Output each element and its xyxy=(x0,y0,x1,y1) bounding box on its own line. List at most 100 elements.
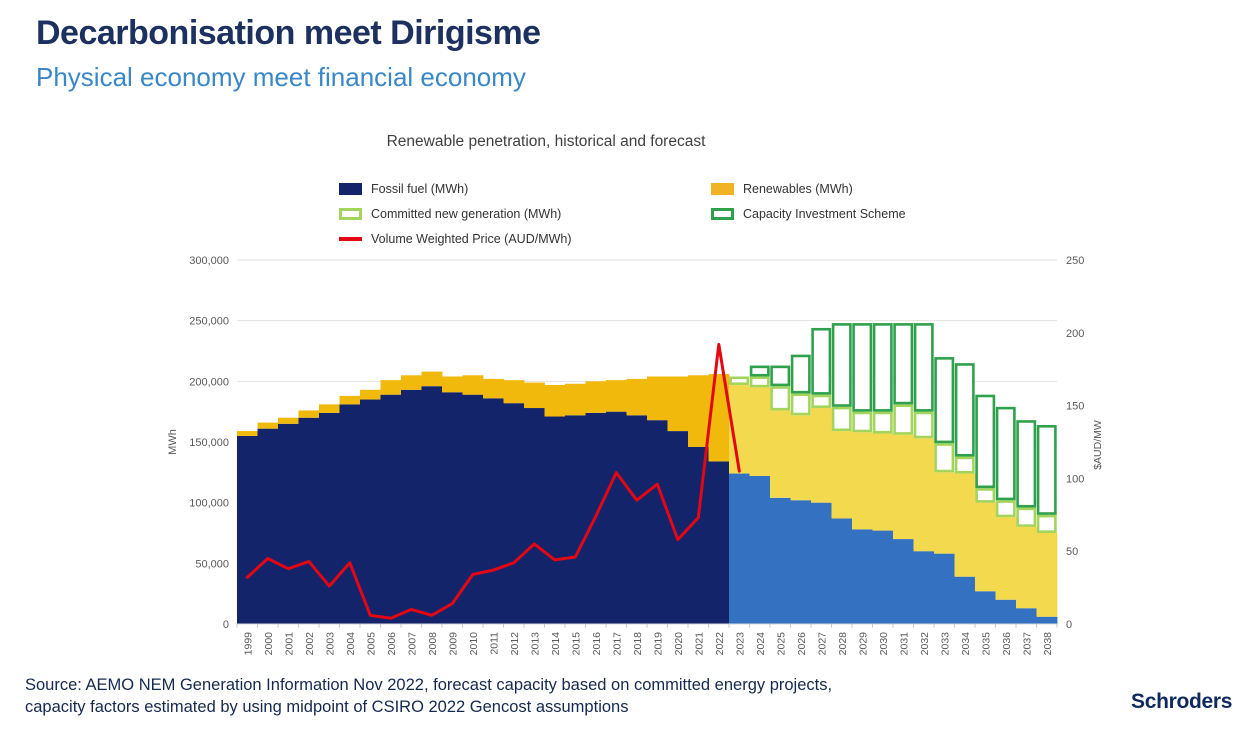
fossil-bar xyxy=(913,551,935,624)
legend-item-price: Volume Weighted Price (AUD/MWh) xyxy=(339,231,572,246)
renewables-bar xyxy=(360,389,381,400)
x-axis-year-label: 2030 xyxy=(878,632,890,656)
renewables-bar xyxy=(503,380,525,404)
fossil-bar xyxy=(278,423,299,624)
x-axis-year-label: 2038 xyxy=(1042,632,1054,656)
renewables-bar xyxy=(729,384,750,474)
capacity-investment-scheme-box xyxy=(790,354,811,394)
price-line xyxy=(245,342,741,620)
left-axis-tick-label: 150,000 xyxy=(189,437,229,449)
capacity-investment-scheme-box xyxy=(831,323,852,407)
x-axis-year-label: 2035 xyxy=(980,632,992,656)
fossil-bar xyxy=(626,415,648,624)
renewables-bar xyxy=(462,375,484,395)
fossil-bar xyxy=(790,500,812,624)
fossil-bar xyxy=(831,518,853,624)
renewables-bar xyxy=(237,431,258,436)
stacked-bars xyxy=(237,371,1058,624)
committed-new-generation-box xyxy=(913,411,934,439)
x-axis-year-label: 2029 xyxy=(857,632,869,656)
fossil-bar xyxy=(893,539,914,624)
x-axis-year-label: 2021 xyxy=(693,632,705,656)
left-axis-tick-label: 250,000 xyxy=(189,316,229,328)
capacity-investment-scheme-box xyxy=(852,323,873,412)
x-axis-year-label: 2005 xyxy=(365,632,377,656)
capacity-investment-scheme-box xyxy=(954,363,975,457)
x-axis-year-label: 2025 xyxy=(775,632,787,656)
renewables-bar xyxy=(626,378,648,416)
left-axis-tick-label: 0 xyxy=(223,619,229,631)
fossil-bar xyxy=(688,446,709,624)
x-axis-year-label: 2028 xyxy=(837,632,849,656)
capacity-investment-scheme-box xyxy=(1016,420,1037,508)
committed-boxes xyxy=(729,376,1057,533)
capacity-investment-scheme-box xyxy=(749,365,770,377)
right-axis-tick-label: 250 xyxy=(1066,255,1084,267)
capacity-investment-scheme-box xyxy=(975,394,996,489)
legend-label: Volume Weighted Price (AUD/MWh) xyxy=(371,231,572,246)
cis-swatch-icon xyxy=(711,207,734,220)
x-axis-year-label: 2020 xyxy=(673,632,685,656)
committed-new-generation-box xyxy=(954,456,975,474)
committed-new-generation-box xyxy=(1016,507,1037,527)
fossil-bar xyxy=(811,502,832,624)
x-axis-year-label: 2008 xyxy=(427,632,439,656)
fossil-bar xyxy=(257,428,279,624)
renewables-bar xyxy=(893,434,914,540)
fossil-bar xyxy=(380,394,402,624)
price-line-swatch-icon xyxy=(339,237,362,241)
x-axis-year-label: 2004 xyxy=(345,632,357,656)
right-axis-tick-label: 50 xyxy=(1066,546,1078,558)
volume-weighted-price-line xyxy=(245,342,741,620)
x-axis-year-label: 2012 xyxy=(509,632,521,656)
right-axis-tick-label: 200 xyxy=(1066,328,1084,340)
x-axis-year-label: 2007 xyxy=(406,632,418,656)
x-axis-year-label: 2031 xyxy=(898,632,910,656)
left-axis-tick-label: 50,000 xyxy=(195,558,229,570)
x-axis-year-label: 2001 xyxy=(283,632,295,656)
schroders-logo: Schroders xyxy=(1131,690,1233,713)
x-axis-year-label: 2023 xyxy=(734,632,746,656)
renewables-bar xyxy=(1016,526,1037,609)
x-axis-year-label: 2032 xyxy=(919,632,931,656)
fossil-bar xyxy=(339,404,361,624)
committed-new-generation-box xyxy=(729,376,750,385)
left-axis-tick-label: 200,000 xyxy=(189,376,229,388)
capacity-investment-scheme-box xyxy=(811,327,832,395)
x-axis-year-label: 2022 xyxy=(714,632,726,656)
renewables-bar xyxy=(524,382,545,409)
legend-label: Renewables (MWh) xyxy=(743,181,853,196)
capacity-investment-scheme-box xyxy=(872,323,893,412)
fossil-bar xyxy=(360,399,381,624)
renewables-bar xyxy=(954,473,976,577)
x-axis-year-label: 2034 xyxy=(960,632,972,656)
x-axis-year-label: 2016 xyxy=(591,632,603,656)
fossil-bar xyxy=(975,591,996,624)
renewables-bar xyxy=(339,395,361,405)
fossil-bar xyxy=(667,431,689,624)
fossil-bar xyxy=(708,461,730,624)
renewables-bar xyxy=(647,376,668,421)
x-axis-year-label: 2010 xyxy=(468,632,480,656)
fossil-bar xyxy=(729,473,750,624)
fossil-bar xyxy=(954,576,976,624)
committed-new-generation-box xyxy=(831,406,852,432)
right-axis-tick-label: 100 xyxy=(1066,473,1084,485)
committed-new-generation-box xyxy=(995,500,1016,518)
source-note: Source: AEMO NEM Generation Information … xyxy=(25,675,832,718)
committed-new-generation-box xyxy=(852,411,873,433)
legend-item-cis: Capacity Investment Scheme xyxy=(711,206,906,221)
fossil-bar xyxy=(872,530,894,624)
committed-new-generation-box xyxy=(893,404,914,435)
fossil-bar xyxy=(462,394,484,624)
legend-item-renewables: Renewables (MWh) xyxy=(711,181,853,196)
capacity-investment-scheme-box xyxy=(1036,425,1057,515)
x-axis-year-label: 2015 xyxy=(570,632,582,656)
left-axis-tick-label: 100,000 xyxy=(189,498,229,510)
renewables-bar xyxy=(975,502,996,592)
fossil-bar xyxy=(565,415,586,624)
x-axis-year-label: 2018 xyxy=(632,632,644,656)
source-line-2: capacity factors estimated by using midp… xyxy=(25,697,629,716)
slide-subtitle: Physical economy meet financial economy xyxy=(36,62,526,92)
